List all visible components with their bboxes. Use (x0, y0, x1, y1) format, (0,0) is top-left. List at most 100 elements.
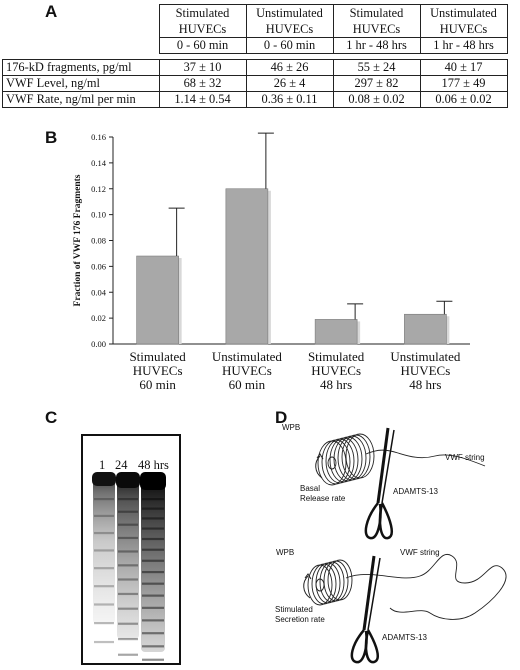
bar (314, 319, 358, 345)
time-cell: 1 hr - 48 hrs (332, 37, 421, 54)
bar (136, 255, 179, 345)
category-label: Stimulated (308, 349, 365, 364)
time-cell: 0 - 60 min (158, 37, 247, 54)
western-blot-gel: 1 24 48 hrs (81, 434, 181, 665)
vwf-string-line (345, 553, 507, 620)
wpb-coil-icon (307, 559, 353, 606)
gel-band (142, 507, 164, 510)
gel-band (118, 550, 138, 553)
table-header-row: Stimulated HUVECs Unstimulated HUVECs Stim… (3, 4, 508, 38)
table-cell: 0.06 ± 0.02 (419, 91, 508, 108)
vwf-string-line (365, 449, 486, 467)
gel-band (118, 536, 138, 540)
y-tick-label: 0.00 (91, 339, 106, 349)
row-label: 176-kD fragments, pg/ml (2, 59, 160, 76)
gel-band (118, 523, 138, 526)
category-label: Unstimulated (390, 349, 461, 364)
gel-band (142, 594, 164, 597)
column-header: Stimulated HUVECs (332, 4, 421, 38)
vwf-string-label: VWF string (400, 548, 440, 557)
row-label: VWF Level, ng/ml (2, 75, 160, 92)
gel-band (94, 585, 114, 588)
scissors-icon (364, 427, 395, 540)
gel-band (118, 607, 138, 610)
panel-label-d: D (275, 408, 288, 427)
gel-band (118, 578, 138, 581)
gel-band (142, 632, 164, 635)
rate-label: Basal (300, 484, 320, 493)
y-tick-label: 0.14 (91, 158, 107, 168)
panel-label-b: B (45, 128, 58, 147)
category-label: 48 hrs (409, 377, 441, 392)
table-cell: 55 ± 24 (332, 59, 421, 76)
y-tick-label: 0.04 (91, 287, 107, 297)
rate-label: Stimulated (275, 605, 313, 614)
table-cell: 37 ± 10 (158, 59, 247, 76)
wpb-label: WPB (276, 548, 294, 557)
gel-bands (94, 498, 164, 661)
gel-band (94, 603, 114, 606)
y-tick-label: 0.06 (91, 261, 106, 271)
rate-label: Release rate (300, 494, 346, 503)
table-cell: 68 ± 32 (158, 75, 247, 92)
gel-band (142, 527, 164, 530)
y-tick-label: 0.16 (91, 132, 106, 142)
gel-band (142, 548, 164, 551)
gel-band (118, 622, 138, 625)
category-label: HUVECs (311, 363, 361, 378)
gel-band (94, 531, 114, 535)
time-cell: 0 - 60 min (245, 37, 334, 54)
gel-band (118, 592, 138, 596)
rate-label: Secretion rate (275, 615, 325, 624)
gel-band (142, 498, 164, 501)
gel-band (142, 619, 164, 622)
gel-band (118, 638, 138, 641)
category-label: 60 min (139, 377, 176, 392)
table-corner (3, 38, 160, 54)
gel-lanes (92, 472, 166, 661)
y-tick-label: 0.10 (91, 210, 106, 220)
gel-lane-48 (140, 472, 166, 652)
table-cell: 40 ± 17 (419, 59, 508, 76)
column-header: Stimulated HUVECs (158, 4, 247, 38)
panel-label-c: C (45, 408, 58, 427)
gel-band (94, 567, 114, 570)
lane-label: 1 (99, 458, 106, 472)
gel-band (142, 658, 164, 661)
table-cell: 1.14 ± 0.54 (158, 91, 247, 108)
table-cell: 46 ± 26 (245, 59, 334, 76)
gel-band (94, 549, 114, 552)
gel-band (118, 498, 138, 501)
gel-lane-1 (92, 472, 116, 624)
category-label: HUVECs (133, 363, 183, 378)
wpb-coil-icon (317, 433, 375, 486)
table-corner (3, 5, 160, 38)
category-label: Unstimulated (212, 349, 283, 364)
gel-band (94, 514, 114, 518)
basal-release-schematic: WPB VWF string Basal Release rate ADAMTS… (282, 423, 486, 540)
results-table: Stimulated HUVECs Unstimulated HUVECs Stim… (2, 4, 508, 108)
scissors-icon (350, 555, 381, 664)
table-cell: 297 ± 82 (332, 75, 421, 92)
gel-band (142, 582, 164, 585)
bar-chart: 0.00 0.02 0.04 0.06 0.08 0.10 0.12 0.14 0.16 Sti… (73, 132, 470, 392)
table-row: VWF Rate, ng/ml per min 1.14 ± 0.54 0.36… (2, 91, 508, 108)
lane-label: 48 hrs (138, 458, 169, 472)
gel-band (142, 537, 164, 541)
column-header: Unstimulated HUVECs (245, 4, 334, 38)
table-cell: 0.08 ± 0.02 (332, 91, 421, 108)
rotation-arrow-icon (315, 455, 323, 479)
enzyme-label: ADAMTS-13 (382, 633, 427, 642)
gel-band (94, 622, 114, 625)
gel-band (94, 640, 114, 644)
table-cell: 177 ± 49 (419, 75, 508, 92)
gel-band (142, 517, 164, 520)
panel-label-a: A (45, 2, 58, 21)
gel-band (142, 559, 164, 562)
y-tick-label: 0.02 (91, 313, 106, 323)
wpb-label: WPB (282, 423, 300, 432)
gel-lane-24 (116, 472, 140, 639)
lane-label: 24 (115, 458, 128, 472)
category-label: HUVECs (222, 363, 272, 378)
gel-band (118, 510, 138, 513)
